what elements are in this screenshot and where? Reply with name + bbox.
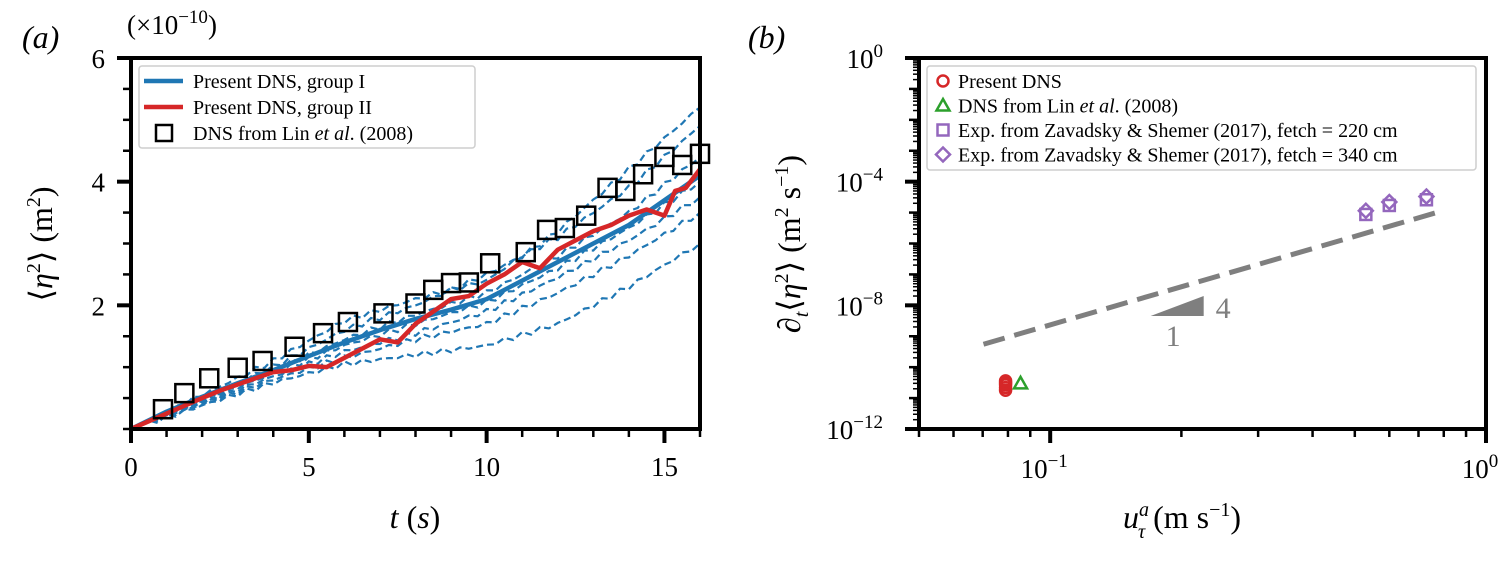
group-ii-line — [131, 167, 700, 429]
lin-2008-square-marker — [373, 303, 394, 324]
square-data-marker — [1359, 207, 1373, 222]
lin-2008-square-marker — [575, 205, 597, 226]
diamond-data-marker — [1417, 187, 1436, 206]
lin-2008-square-marker — [632, 163, 654, 185]
lin-2008-square-marker — [198, 368, 220, 389]
legend-label: DNS from Lin et al. (2008) — [193, 123, 413, 145]
triangle-data-marker — [1011, 374, 1030, 390]
lin-2008-square-marker — [312, 322, 334, 344]
circle-data-marker — [998, 374, 1013, 388]
legend-label: Present DNS, group I — [193, 71, 365, 93]
legend-triangle-swatch — [934, 96, 952, 112]
panel-a-legend: Present DNS, group I Present DNS, group I… — [138, 65, 476, 149]
panel-b-ticks: 10−1 100 10−12 10−8 10−4 100 — [826, 41, 1498, 484]
panel-b-plot-area: 14 — [982, 187, 1438, 397]
diamond-data-marker — [1357, 201, 1375, 220]
panel-a-legend-box — [138, 65, 476, 149]
lin-2008-square-marker — [405, 293, 426, 314]
legend-square-swatch — [154, 123, 174, 143]
lin-2008-square-marker — [671, 154, 693, 176]
panel-a-ticks: 0 5 10 15 2 4 6 — [92, 44, 702, 482]
diamond-data-marker — [1380, 193, 1399, 211]
group-i-case-line — [131, 106, 700, 429]
legend-label: Exp. from Zavadsky & Shemer (2017), fetc… — [958, 145, 1398, 167]
panel-a-y-axis-label: ⟨η2⟩ (m2) — [23, 186, 59, 301]
panel-b-y-axis-label: ∂t⟨η2⟩ (m2 s−1) — [771, 155, 813, 333]
legend-diamond-swatch — [934, 145, 952, 164]
square-data-marker — [1382, 198, 1397, 213]
panel-a-plot-area — [131, 106, 711, 429]
group-i-case-line — [131, 242, 700, 429]
lin-2008-square-marker — [152, 398, 174, 420]
x-tick-label: 5 — [302, 452, 316, 482]
x-tick-label: 10−1 — [1021, 451, 1068, 484]
slope-run-label: 1 — [1166, 320, 1181, 353]
panel-a-series-group — [131, 106, 700, 429]
slope-rise-label: 4 — [1216, 292, 1231, 325]
lin-2008-square-marker — [554, 217, 576, 239]
lin-2008-square-marker — [337, 311, 359, 333]
panel-b-label: (b) — [748, 19, 785, 55]
y-tick-label: 4 — [92, 168, 106, 198]
group-i-case-line — [131, 125, 700, 429]
lin-2008-square-marker — [284, 336, 305, 358]
panel-a-x-axis-label: t (s) — [390, 499, 441, 535]
group-i-case-line — [131, 196, 700, 429]
lin-2008-square-marker — [479, 253, 501, 274]
slope-reference-dashed-line — [982, 210, 1438, 347]
panel-a-label: (a) — [22, 19, 59, 55]
lin-2008-square-marker — [227, 357, 248, 379]
lin-2008-square-marker — [615, 180, 636, 202]
lin-2008-square-marker — [252, 350, 273, 372]
y-tick-label: 100 — [847, 41, 884, 74]
legend-square-swatch — [936, 123, 950, 137]
lin-2008-square-marker — [536, 219, 558, 241]
legend-label: DNS from Lin et al. (2008) — [958, 96, 1178, 118]
lin-2008-square-marker — [458, 272, 480, 293]
group-i-case-line — [131, 211, 700, 429]
panel-b-legend-box — [926, 65, 1477, 171]
y-tick-label: 10−4 — [836, 165, 884, 198]
legend-label: Present DNS, group II — [193, 97, 372, 119]
y-tick-label: 10−8 — [836, 288, 883, 321]
lin-2008-square-marker — [515, 241, 536, 263]
y-tick-label: 2 — [92, 291, 106, 321]
y-tick-label: 10−12 — [826, 412, 883, 445]
x-tick-label: 15 — [651, 452, 678, 482]
x-tick-label: 10 — [473, 452, 500, 482]
y-tick-label: 6 — [92, 44, 106, 74]
slope-triangle — [1150, 296, 1204, 317]
panel-b-x-axis-label: ua τ (m s−1) — [1123, 499, 1241, 543]
panel-a: 0 5 10 15 2 4 6 (×10−10) t (s) ⟨η2⟩ (m2) Prese… — [23, 7, 711, 535]
legend-label: Present DNS — [958, 71, 1062, 93]
panel-a-scale-note: (×10−10) — [127, 7, 217, 40]
legend-circle-swatch — [936, 74, 950, 88]
legend-label: Exp. from Zavadsky & Shemer (2017), fetc… — [958, 120, 1398, 142]
x-tick-label: 0 — [124, 452, 138, 482]
x-tick-label: 100 — [1462, 451, 1499, 484]
lin-2008-square-marker — [174, 382, 195, 404]
